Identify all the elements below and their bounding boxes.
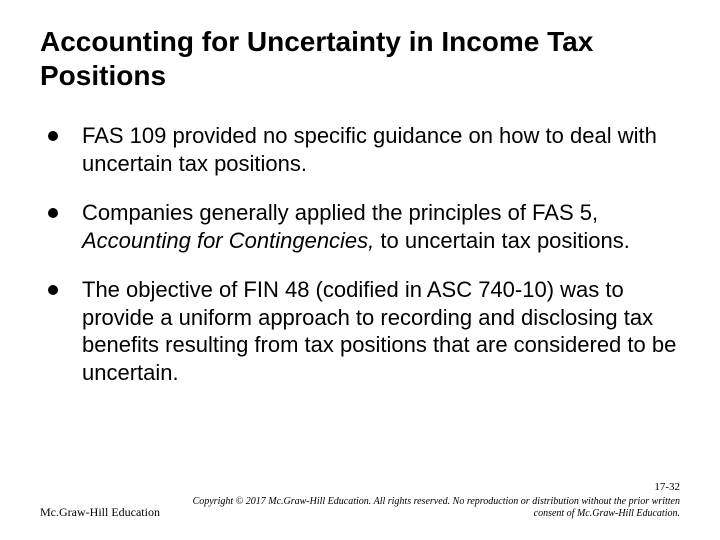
- copyright-line: Copyright © 2017 Mc.Graw-Hill Education.…: [193, 496, 680, 508]
- bullet-text-after: to uncertain tax positions.: [374, 228, 630, 253]
- bullet-text: FAS 109 provided no specific guidance on…: [82, 123, 657, 176]
- slide-number: 17-32: [193, 481, 680, 494]
- list-item: The objective of FIN 48 (codified in ASC…: [48, 276, 680, 386]
- list-item: Companies generally applied the principl…: [48, 199, 680, 254]
- bullet-list: FAS 109 provided no specific guidance on…: [40, 122, 680, 386]
- footer-right: 17-32 Copyright © 2017 Mc.Graw-Hill Educ…: [193, 481, 680, 520]
- slide-title: Accounting for Uncertainty in Income Tax…: [40, 25, 680, 92]
- footer: Mc.Graw-Hill Education 17-32 Copyright ©…: [40, 481, 680, 520]
- list-item: FAS 109 provided no specific guidance on…: [48, 122, 680, 177]
- footer-publisher: Mc.Graw-Hill Education: [40, 505, 160, 520]
- bullet-text-before: Companies generally applied the principl…: [82, 200, 598, 225]
- bullet-text: The objective of FIN 48 (codified in ASC…: [82, 277, 676, 385]
- bullet-text-italic: Accounting for Contingencies,: [82, 228, 374, 253]
- slide: Accounting for Uncertainty in Income Tax…: [0, 0, 720, 540]
- copyright-line: consent of Mc.Graw-Hill Education.: [193, 508, 680, 520]
